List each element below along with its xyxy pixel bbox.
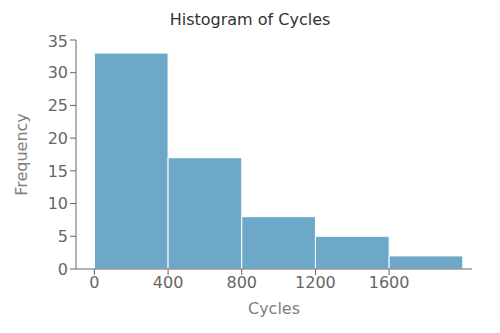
svg-text:35: 35 xyxy=(48,32,68,51)
svg-text:0: 0 xyxy=(89,273,99,292)
html-text:Histogram of Cycles: Histogram of Cycles xyxy=(169,10,331,29)
svg-text:400: 400 xyxy=(153,273,184,292)
svg-text:Cycles: Cycles xyxy=(248,299,300,318)
svg-text:25: 25 xyxy=(48,96,68,115)
svg-text:Frequency: Frequency xyxy=(12,113,31,196)
svg-text:10: 10 xyxy=(48,194,68,213)
svg-text:15: 15 xyxy=(48,162,68,181)
svg-text:800: 800 xyxy=(226,273,257,292)
svg-text:30: 30 xyxy=(48,63,68,82)
svg-text:20: 20 xyxy=(48,129,68,148)
svg-text:5: 5 xyxy=(58,227,68,246)
svg-text:1200: 1200 xyxy=(295,273,336,292)
svg-text:1600: 1600 xyxy=(369,273,410,292)
svg-text:0: 0 xyxy=(58,260,68,279)
